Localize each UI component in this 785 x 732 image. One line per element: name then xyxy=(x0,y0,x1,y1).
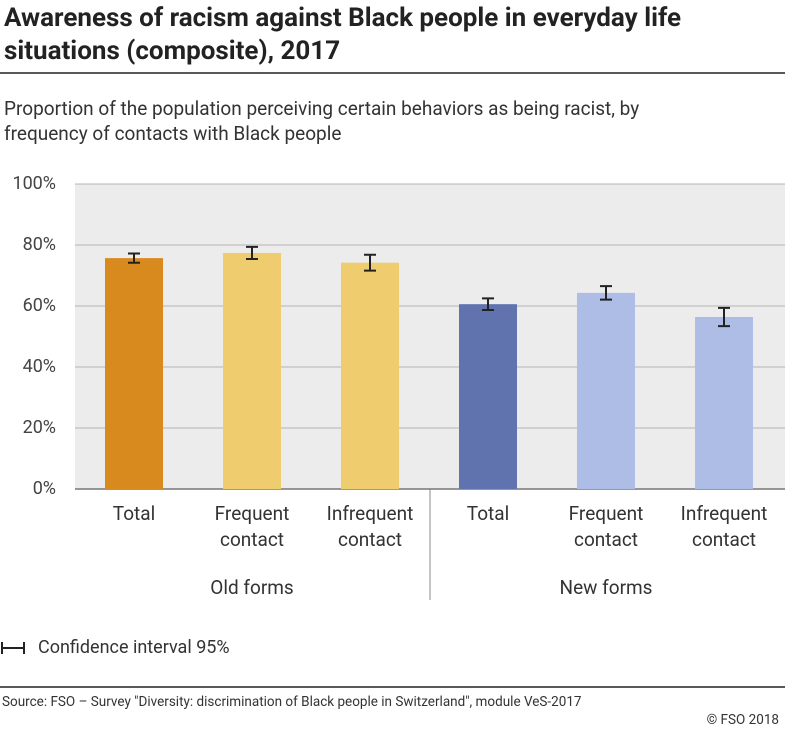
source: Source: FSO – Survey "Diversity: discrim… xyxy=(2,694,582,710)
bar xyxy=(459,304,517,489)
group-label: New forms xyxy=(559,576,653,599)
error-bar xyxy=(482,297,494,311)
legend-label: Confidence interval 95% xyxy=(38,637,230,658)
error-bar xyxy=(718,306,730,328)
bar xyxy=(105,258,163,489)
y-tick-label: 20% xyxy=(23,417,56,438)
bar xyxy=(577,292,635,489)
plot-area xyxy=(75,184,785,489)
x-tick-label: Infrequent contact xyxy=(680,502,768,551)
error-bar xyxy=(364,253,376,272)
x-tick-label: Total xyxy=(112,502,156,525)
x-tick-label: Infrequent contact xyxy=(326,502,414,551)
copyright: © FSO 2018 xyxy=(706,712,779,728)
x-tick-label: Total xyxy=(466,502,510,525)
error-bar xyxy=(128,252,140,264)
chart-title: Awareness of racism against Black people… xyxy=(4,3,682,66)
bar xyxy=(223,252,281,489)
y-tick-label: 60% xyxy=(23,295,56,316)
y-tick-label: 40% xyxy=(23,356,56,377)
error-bar xyxy=(246,245,258,261)
bar xyxy=(695,316,753,489)
y-tick-label: 80% xyxy=(23,234,56,255)
y-tick-label: 100% xyxy=(12,173,56,194)
error-bar xyxy=(600,285,612,301)
legend-symbol xyxy=(1,642,25,654)
x-tick-label: Frequent contact xyxy=(568,502,644,551)
x-tick-label: Frequent contact xyxy=(214,502,290,551)
group-label: Old forms xyxy=(210,576,294,599)
y-tick-label: 0% xyxy=(33,478,56,499)
chart-subtitle: Proportion of the population perceiving … xyxy=(4,97,640,145)
bar xyxy=(341,262,399,489)
